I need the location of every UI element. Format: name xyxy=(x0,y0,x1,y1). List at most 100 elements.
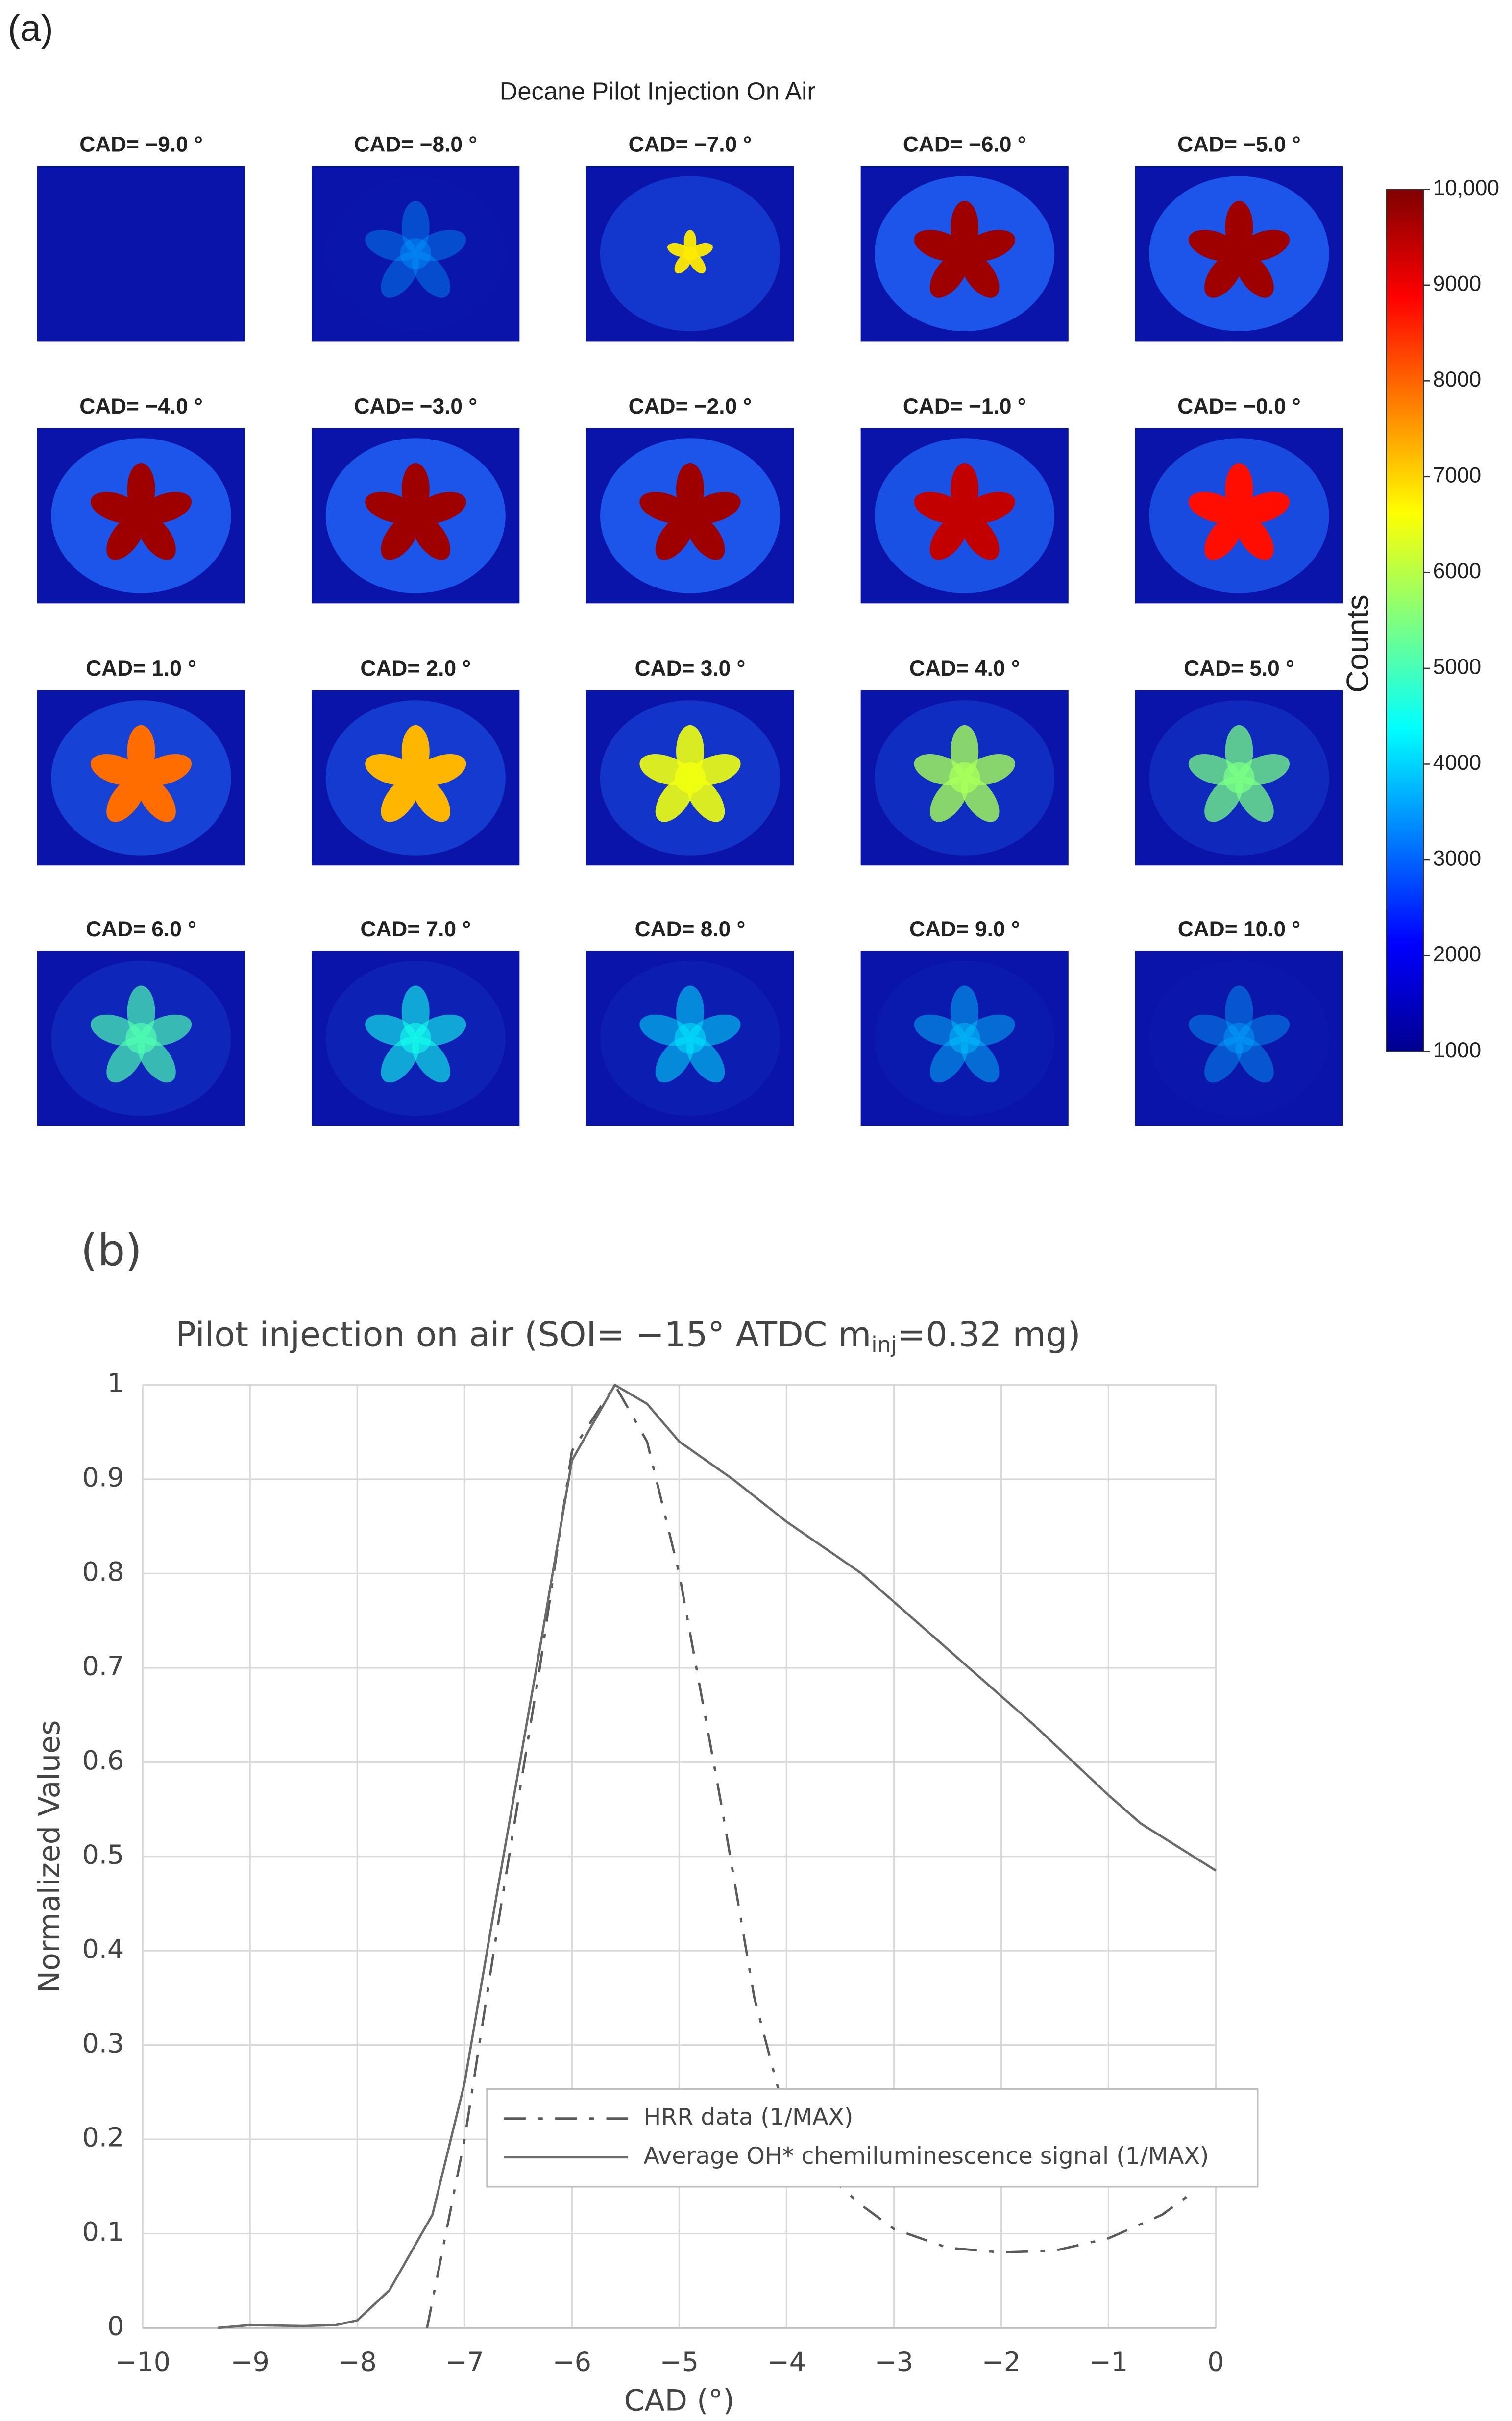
frame xyxy=(1135,166,1343,342)
flame-petal xyxy=(1235,1037,1274,1083)
flame-core xyxy=(674,500,706,532)
colorbar-tick-label: 5000 xyxy=(1433,655,1482,679)
flame-core xyxy=(1223,238,1255,269)
legend-label: HRR data (1/MAX) xyxy=(644,2104,854,2131)
chamber xyxy=(1149,960,1329,1116)
frame-image xyxy=(312,166,520,342)
flame-petal xyxy=(412,252,451,298)
flame-core xyxy=(125,762,157,794)
legend-box xyxy=(486,2088,1259,2188)
y-tick-label: 0 xyxy=(107,2311,124,2342)
frame xyxy=(1135,428,1343,604)
flame-core xyxy=(1223,500,1255,532)
x-tick-label: −5 xyxy=(660,2346,699,2377)
flame-core xyxy=(400,238,431,269)
flame-core xyxy=(1223,762,1255,794)
flame-core xyxy=(949,1023,980,1054)
flame-petal xyxy=(1188,1014,1240,1046)
colorbar-tick-label: 4000 xyxy=(1433,751,1482,775)
frame-label: CAD= 3.0 ° xyxy=(635,657,746,681)
x-tick-label: −7 xyxy=(445,2346,484,2377)
frame xyxy=(37,428,245,604)
x-tick-label: −1 xyxy=(1089,2346,1128,2377)
flame-core xyxy=(674,1023,706,1054)
flame-petal xyxy=(415,230,466,261)
y-axis-label: Normalized Values xyxy=(32,1720,67,1993)
frame-label: CAD= −8.0 ° xyxy=(354,132,477,156)
frame xyxy=(586,951,794,1126)
x-tick-label: −10 xyxy=(115,2346,171,2377)
flame-petal xyxy=(914,1014,965,1046)
title-part: =0.32 mg) xyxy=(897,1315,1081,1354)
panel-label: (b) xyxy=(81,1225,142,1275)
frame-image xyxy=(1135,951,1343,1126)
panel-b: (b) Pilot injection on air (SOI= −15° AT… xyxy=(32,1225,1259,2418)
series-line xyxy=(218,1383,1217,2329)
frame-label: CAD= −9.0 ° xyxy=(79,132,203,156)
frame-label: CAD= −0.0 ° xyxy=(1177,394,1301,418)
legend-label: Average OH* chemiluminescence signal (1/… xyxy=(644,2143,1209,2170)
frame xyxy=(586,166,794,342)
frame xyxy=(860,951,1069,1126)
flame-petal xyxy=(381,252,419,298)
frame-label: CAD= 7.0 ° xyxy=(360,917,471,941)
frame-image xyxy=(37,166,245,342)
flame-petal xyxy=(1204,1037,1243,1083)
flame-petal xyxy=(401,201,430,254)
frame-label: CAD= 9.0 ° xyxy=(909,917,1020,941)
x-tick-label: −6 xyxy=(553,2346,591,2377)
y-tick-label: 0.1 xyxy=(82,2216,124,2247)
frame xyxy=(860,166,1069,342)
y-tick-label: 0.5 xyxy=(82,1839,124,1870)
panel-label: (a) xyxy=(8,7,53,49)
frame-label: CAD= 8.0 ° xyxy=(635,917,746,941)
x-tick-label: −8 xyxy=(338,2346,377,2377)
flame-petal xyxy=(365,230,416,261)
flame-petal xyxy=(961,1037,1000,1083)
colorbar-label: Counts xyxy=(1341,594,1375,693)
flame-core xyxy=(949,238,980,269)
frame xyxy=(860,690,1069,866)
frame xyxy=(1135,690,1343,866)
flame-core xyxy=(949,500,980,532)
y-tick-label: 0.8 xyxy=(82,1556,124,1587)
flame-core xyxy=(674,762,706,794)
flame-core xyxy=(125,500,157,532)
x-tick-label: 0 xyxy=(1207,2346,1224,2377)
frame xyxy=(312,428,520,604)
frame-label: CAD= −2.0 ° xyxy=(629,394,752,418)
frame xyxy=(312,951,520,1126)
colorbar-tick-label: 8000 xyxy=(1433,367,1482,391)
frame-label: CAD= 2.0 ° xyxy=(360,657,471,681)
y-tick-label: 0.6 xyxy=(82,1745,124,1776)
flame-core xyxy=(400,500,431,532)
flame-core xyxy=(683,246,697,261)
frame xyxy=(37,951,245,1126)
frame-label: CAD= −1.0 ° xyxy=(903,394,1026,418)
colorbar-tick-label: 2000 xyxy=(1433,942,1482,966)
frame-label: CAD= 10.0 ° xyxy=(1178,917,1300,941)
frame-image xyxy=(860,951,1069,1126)
flame-petal xyxy=(1225,985,1253,1039)
flame-petal xyxy=(1239,1014,1290,1046)
y-tick-label: 1 xyxy=(107,1368,124,1398)
y-tick-label: 0.3 xyxy=(82,2028,124,2058)
x-tick-label: −2 xyxy=(982,2346,1021,2377)
flame-petal xyxy=(964,1014,1015,1046)
flame-petal xyxy=(929,1037,969,1083)
title-subscript: inj xyxy=(871,1332,897,1357)
colorbar-tick-label: 7000 xyxy=(1433,464,1482,488)
y-tick-label: 0.9 xyxy=(82,1462,124,1493)
flame-core xyxy=(949,762,980,794)
frame-label: CAD= −7.0 ° xyxy=(629,132,752,156)
frame-label: CAD= 6.0 ° xyxy=(86,917,196,941)
frame xyxy=(586,428,794,604)
x-tick-label: −9 xyxy=(231,2346,269,2377)
flame-petal xyxy=(951,985,979,1039)
frame-label: CAD= 4.0 ° xyxy=(909,657,1020,681)
chart-title: Pilot injection on air (SOI= −15° ATDC m… xyxy=(175,1315,1081,1357)
colorbar-tick-label: 3000 xyxy=(1433,847,1482,871)
frame-label: CAD= −5.0 ° xyxy=(1177,132,1301,156)
